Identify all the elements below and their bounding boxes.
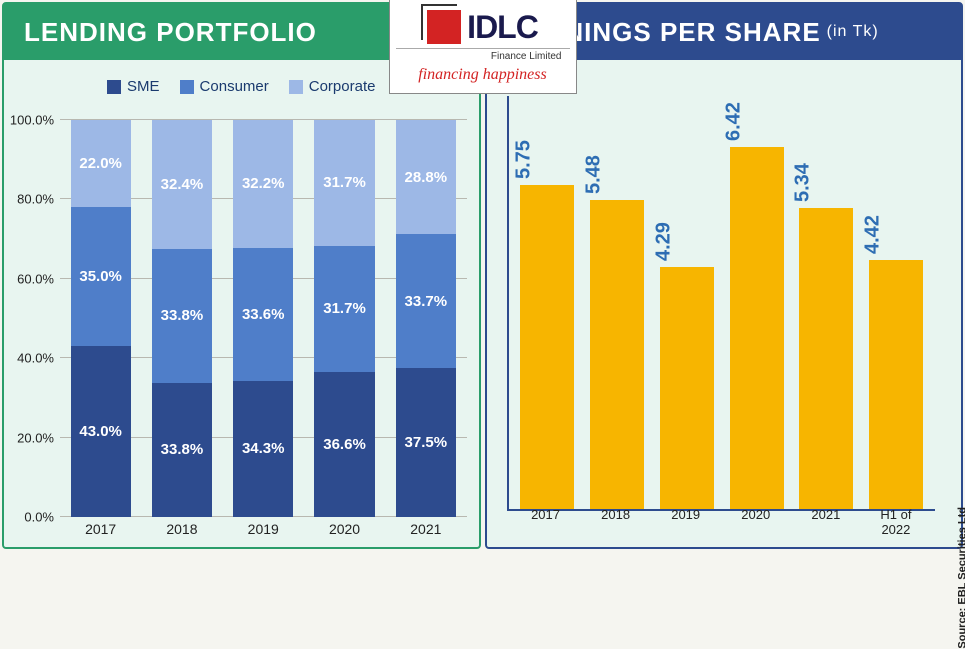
eps-value-label: 5.34 bbox=[792, 163, 815, 202]
eps-bar: 4.42 bbox=[869, 260, 923, 509]
bar-segment: 31.7% bbox=[314, 120, 374, 246]
legend-label-consumer: Consumer bbox=[200, 78, 269, 95]
legend-label-sme: SME bbox=[127, 78, 160, 95]
eps-bar: 5.34 bbox=[799, 208, 853, 509]
bar-segment: 37.5% bbox=[396, 368, 456, 517]
x-label: 2020 bbox=[304, 521, 385, 541]
bar-segment: 28.8% bbox=[396, 120, 456, 234]
eps-value-label: 6.42 bbox=[722, 102, 745, 141]
bar-slot: 37.5%33.7%28.8% bbox=[385, 120, 466, 517]
stacked-bar: 36.6%31.7%31.7% bbox=[314, 120, 374, 517]
left-chart-area: SME Consumer Corporate 0.0% 20.0% 40.0% 60.… bbox=[4, 60, 479, 547]
bar-slot: 33.8%33.8%32.4% bbox=[141, 120, 222, 517]
legend-label-corporate: Corporate bbox=[309, 78, 376, 95]
bar-segment: 35.0% bbox=[71, 207, 131, 346]
y-axis: 0.0%20.0%40.0%60.0%80.0%100.0% bbox=[4, 120, 60, 517]
legend-item-corporate: Corporate bbox=[289, 78, 376, 95]
eps-bar-fill bbox=[520, 185, 574, 509]
bar-segment: 34.3% bbox=[233, 381, 293, 517]
logo-top-row: IDLC bbox=[427, 9, 538, 46]
logo-brand-text: IDLC bbox=[467, 9, 538, 46]
legend-swatch-corporate bbox=[289, 80, 303, 94]
eps-bar: 6.42 bbox=[730, 147, 784, 509]
bar-segment: 31.7% bbox=[314, 246, 374, 372]
eps-bar: 5.75 bbox=[520, 185, 574, 509]
right-bars-row: 5.75 5.48 4.29 6.42 5.34 4.42 bbox=[513, 96, 932, 509]
right-subtitle: (in Tk) bbox=[827, 23, 879, 41]
x-label: 2019 bbox=[223, 521, 304, 541]
x-label: 2021 bbox=[385, 521, 466, 541]
x-label: 2018 bbox=[589, 507, 643, 537]
stacked-bar: 33.8%33.8%32.4% bbox=[152, 120, 212, 517]
x-label: 2019 bbox=[659, 507, 713, 537]
logo-square-icon bbox=[427, 10, 461, 44]
logo-tagline: financing happiness bbox=[418, 66, 546, 84]
y-tick-label: 40.0% bbox=[4, 351, 54, 366]
y-tick-label: 100.0% bbox=[4, 113, 54, 128]
bar-segment: 32.2% bbox=[233, 120, 293, 248]
stacked-bar: 37.5%33.7%28.8% bbox=[396, 120, 456, 517]
right-chart-area: 5.75 5.48 4.29 6.42 5.34 4.42 2017 2018 2019 202… bbox=[487, 60, 962, 547]
eps-bar-fill bbox=[869, 260, 923, 509]
bar-slot: 34.3%33.6%32.2% bbox=[223, 120, 304, 517]
legend-item-sme: SME bbox=[107, 78, 160, 95]
eps-bar-fill bbox=[730, 147, 784, 509]
stacked-bars-row: 43.0%35.0%22.0%33.8%33.8%32.4%34.3%33.6%… bbox=[60, 120, 467, 517]
bar-segment: 43.0% bbox=[71, 346, 131, 517]
right-plot: 5.75 5.48 4.29 6.42 5.34 4.42 bbox=[507, 96, 936, 511]
eps-value-label: 4.42 bbox=[862, 215, 885, 254]
x-label: H1 of 2022 bbox=[869, 507, 923, 537]
bar-segment: 33.7% bbox=[396, 234, 456, 368]
bar-segment: 33.6% bbox=[233, 248, 293, 381]
legend-swatch-consumer bbox=[180, 80, 194, 94]
source-citation: Source: EBL Securities Ltd bbox=[957, 507, 965, 649]
eps-value-label: 5.75 bbox=[513, 140, 536, 179]
bar-segment: 32.4% bbox=[152, 120, 212, 249]
legend-item-consumer: Consumer bbox=[180, 78, 269, 95]
x-label: 2017 bbox=[519, 507, 573, 537]
y-tick-label: 20.0% bbox=[4, 430, 54, 445]
y-tick-label: 0.0% bbox=[4, 510, 54, 525]
bar-slot: 43.0%35.0%22.0% bbox=[60, 120, 141, 517]
eps-value-label: 4.29 bbox=[652, 222, 675, 261]
y-tick-label: 60.0% bbox=[4, 271, 54, 286]
eps-bar: 5.48 bbox=[590, 200, 644, 509]
eps-bar: 4.29 bbox=[660, 267, 714, 509]
x-label: 2021 bbox=[799, 507, 853, 537]
eps-value-label: 5.48 bbox=[583, 155, 606, 194]
eps-bar-fill bbox=[590, 200, 644, 509]
stacked-bar: 34.3%33.6%32.2% bbox=[233, 120, 293, 517]
bar-segment: 36.6% bbox=[314, 372, 374, 517]
bar-segment: 33.8% bbox=[152, 383, 212, 517]
bar-segment: 33.8% bbox=[152, 249, 212, 383]
stacked-bar: 43.0%35.0%22.0% bbox=[71, 120, 131, 517]
left-plot: 43.0%35.0%22.0%33.8%33.8%32.4%34.3%33.6%… bbox=[60, 120, 467, 517]
legend-swatch-sme bbox=[107, 80, 121, 94]
eps-bar-fill bbox=[660, 267, 714, 509]
bar-slot: 36.6%31.7%31.7% bbox=[304, 120, 385, 517]
logo-subtext-1: Finance Limited bbox=[396, 48, 570, 62]
x-label: 2017 bbox=[60, 521, 141, 541]
x-label: 2020 bbox=[729, 507, 783, 537]
x-axis-labels: 20172018201920202021 bbox=[60, 521, 467, 541]
eps-bar-fill bbox=[799, 208, 853, 509]
x-label: 2018 bbox=[141, 521, 222, 541]
idlc-logo: IDLC Finance Limited financing happiness bbox=[389, 0, 577, 94]
left-title: LENDING PORTFOLIO bbox=[24, 17, 317, 48]
y-tick-label: 80.0% bbox=[4, 192, 54, 207]
right-x-labels: 2017 2018 2019 2020 2021 H1 of 2022 bbox=[511, 507, 932, 537]
bar-segment: 22.0% bbox=[71, 120, 131, 207]
